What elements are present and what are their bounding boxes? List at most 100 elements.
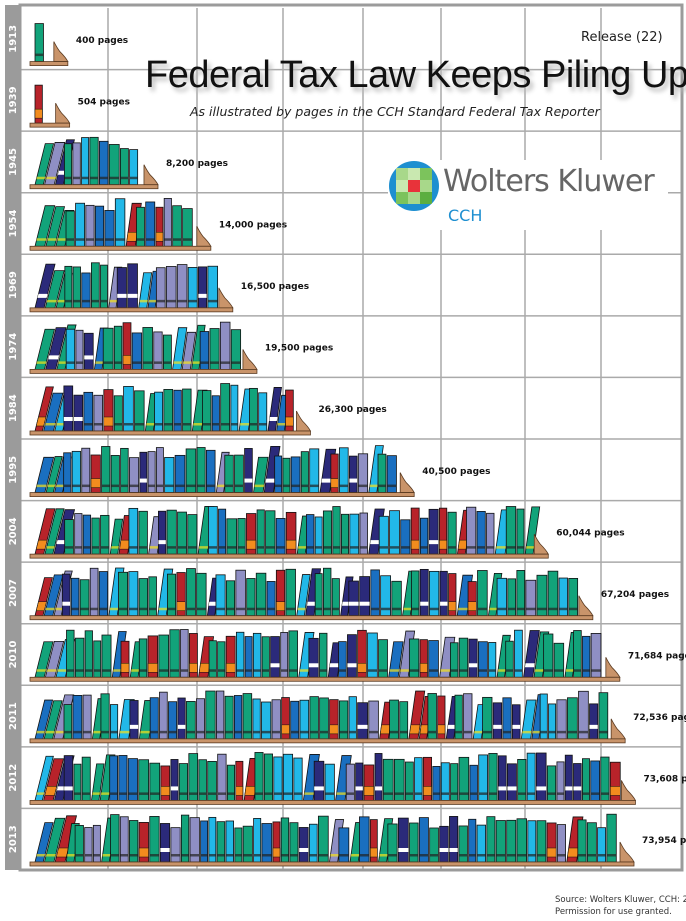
book-band <box>92 792 101 795</box>
book-band <box>182 423 192 426</box>
book-band <box>450 792 458 795</box>
book-band <box>90 607 99 611</box>
book-band <box>315 607 323 611</box>
book <box>469 764 478 801</box>
book-band <box>478 792 488 795</box>
book <box>290 700 300 740</box>
book <box>252 698 261 740</box>
book-spine <box>110 704 119 740</box>
book-band <box>56 423 65 426</box>
book <box>497 755 507 801</box>
book-band <box>330 854 339 857</box>
book <box>120 447 129 493</box>
book-spine <box>177 697 186 740</box>
book <box>386 455 397 493</box>
book <box>216 690 225 740</box>
year-label: 1974 <box>8 333 19 361</box>
book-band <box>336 792 347 795</box>
book <box>66 629 75 678</box>
book-band <box>355 786 363 791</box>
book-band <box>120 176 129 180</box>
book <box>256 509 265 555</box>
book-band <box>117 293 127 298</box>
book <box>556 699 567 740</box>
book-band <box>543 669 553 672</box>
book-band <box>502 730 512 734</box>
book-band <box>301 484 309 488</box>
book-band <box>148 484 156 488</box>
book-band <box>101 484 110 488</box>
book-band <box>142 361 153 364</box>
book-label <box>286 539 297 550</box>
book-band <box>237 546 246 549</box>
year-label: 2012 <box>8 764 19 792</box>
book-band <box>441 792 450 795</box>
book-band <box>109 176 120 180</box>
book-spine <box>226 518 238 555</box>
book <box>458 637 469 678</box>
book <box>502 697 512 740</box>
book-label <box>409 724 421 735</box>
book <box>419 568 429 617</box>
book-spine <box>477 641 488 678</box>
book-spine <box>439 570 448 617</box>
book <box>129 820 139 863</box>
shelf <box>29 184 159 190</box>
book-band <box>394 792 405 795</box>
book-band <box>466 546 476 549</box>
book <box>198 759 207 801</box>
book <box>120 148 129 186</box>
book <box>158 634 170 678</box>
book-band <box>306 546 314 549</box>
book-band <box>75 361 84 364</box>
book-spine <box>64 519 74 555</box>
book <box>393 758 405 801</box>
book <box>556 824 566 863</box>
book-spine <box>290 456 301 493</box>
book <box>468 818 477 863</box>
book <box>422 756 432 801</box>
bookend <box>578 595 594 617</box>
book-band <box>468 663 478 668</box>
book <box>128 507 139 555</box>
shelf-bar-1913 <box>29 23 69 66</box>
book-label <box>176 601 186 611</box>
book <box>176 572 186 617</box>
book-band <box>380 607 391 611</box>
book-band <box>158 540 166 545</box>
book <box>230 329 242 370</box>
book <box>419 517 429 555</box>
book-band <box>468 854 476 857</box>
book-band <box>582 669 590 672</box>
book-band <box>139 669 147 672</box>
book <box>319 632 328 678</box>
year-label: 2011 <box>8 702 19 730</box>
book <box>74 513 83 555</box>
book-band <box>187 546 197 549</box>
book <box>590 760 600 801</box>
book-band <box>447 546 457 549</box>
book <box>306 514 315 555</box>
book <box>34 508 56 555</box>
book <box>418 817 429 863</box>
book-band <box>516 854 527 857</box>
book <box>208 640 217 678</box>
shelf <box>29 800 636 805</box>
book-band <box>272 730 281 734</box>
book <box>136 206 145 247</box>
book-band <box>409 669 419 672</box>
book-band <box>477 854 486 857</box>
book <box>288 630 298 678</box>
book-band <box>308 663 319 668</box>
book-band <box>207 299 218 303</box>
release-label: Release (22) <box>581 30 663 45</box>
book <box>70 577 80 617</box>
book-band <box>66 238 75 241</box>
book-band <box>128 546 138 549</box>
book-band <box>44 423 56 426</box>
book-band <box>75 669 84 672</box>
book <box>331 578 340 617</box>
book-band <box>66 669 75 672</box>
book-spine <box>244 448 253 493</box>
book-band <box>72 484 81 488</box>
